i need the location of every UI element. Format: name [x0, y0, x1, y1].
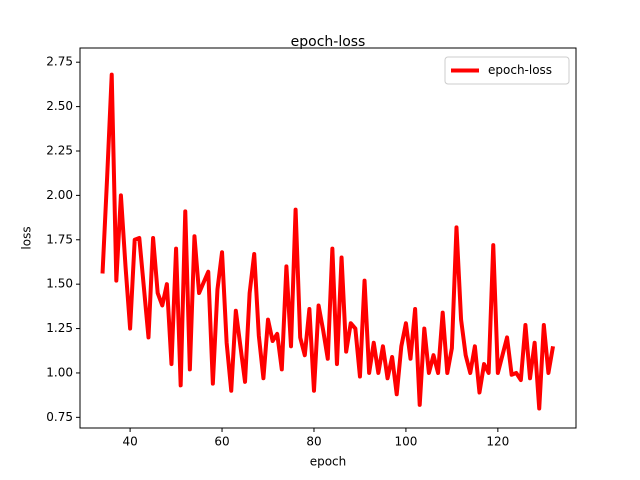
x-tick-label: 40 — [122, 435, 137, 449]
y-tick-label: 1.50 — [46, 277, 73, 291]
line-series — [100, 72, 555, 411]
x-tick-label: 60 — [214, 435, 229, 449]
x-tick-label: 100 — [394, 435, 417, 449]
plot-frame — [79, 47, 577, 429]
y-tick-label: 1.75 — [46, 232, 73, 246]
legend-box — [444, 56, 570, 85]
y-tick-label: 2.00 — [46, 188, 73, 202]
y-tick-label: 0.75 — [46, 410, 73, 424]
legend-label: epoch-loss — [488, 63, 552, 77]
x-tick-label: 80 — [306, 435, 321, 449]
y-tick-label: 2.25 — [46, 143, 73, 157]
x-axis-label: epoch — [310, 455, 347, 469]
y-axis-label: loss — [20, 226, 34, 249]
y-tick-label: 1.25 — [46, 321, 73, 335]
x-tick-label: 120 — [486, 435, 509, 449]
chart-title: epoch-loss — [291, 34, 366, 50]
y-tick-label: 2.75 — [46, 55, 73, 69]
y-tick-label: 1.00 — [46, 365, 73, 379]
y-tick-label: 2.50 — [46, 99, 73, 113]
